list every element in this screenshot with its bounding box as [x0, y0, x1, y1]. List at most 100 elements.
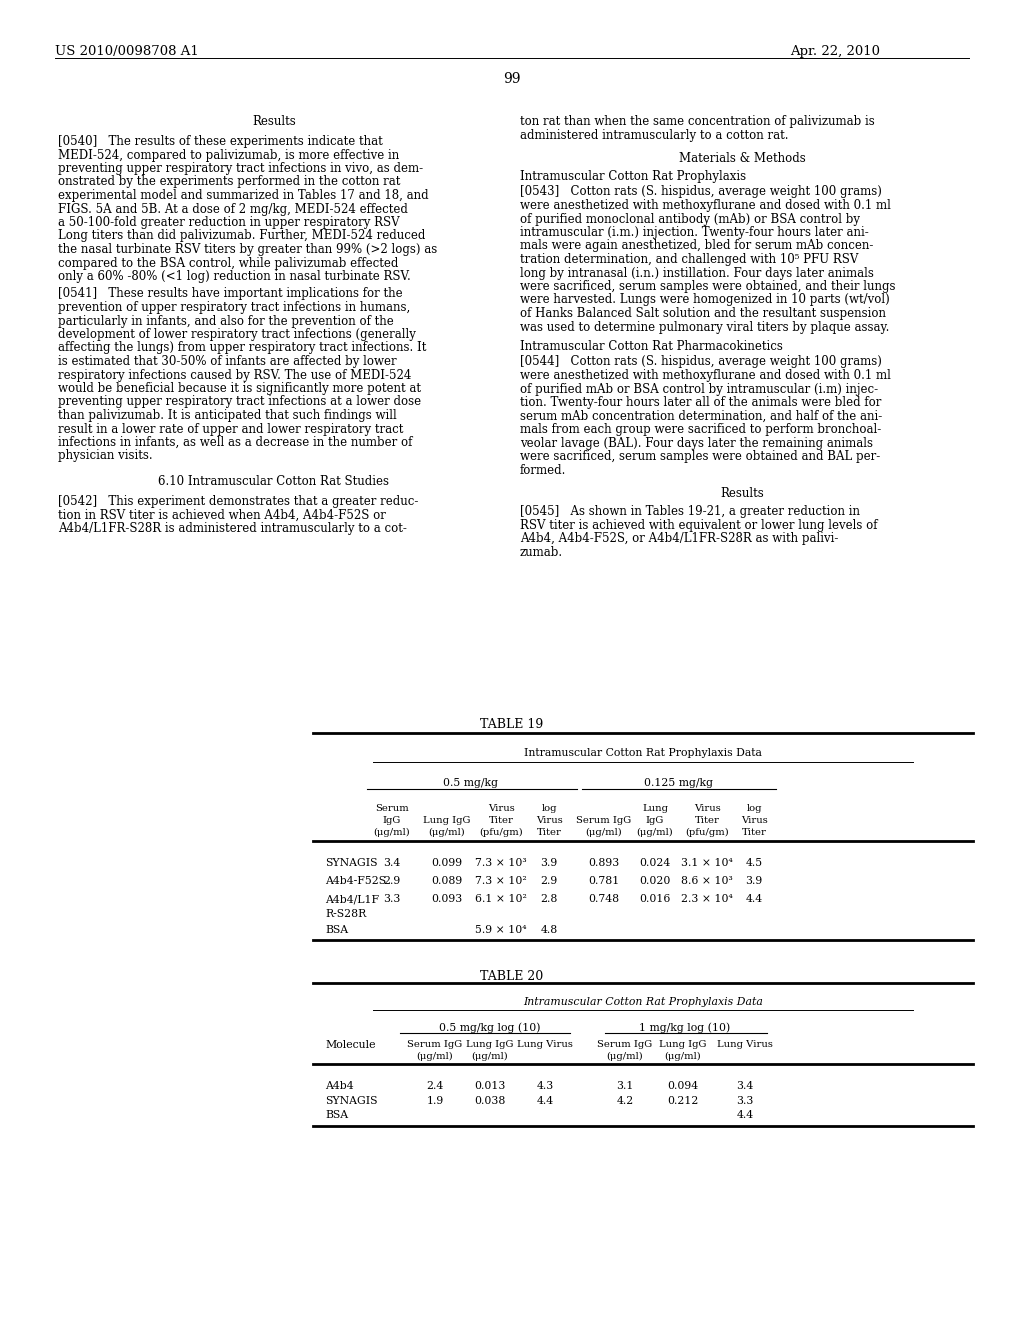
Text: 1.9: 1.9: [426, 1096, 443, 1106]
Text: [0542]   This experiment demonstrates that a greater reduc-: [0542] This experiment demonstrates that…: [58, 495, 419, 508]
Text: R-S28R: R-S28R: [325, 909, 367, 919]
Text: 0.5 mg/kg: 0.5 mg/kg: [443, 777, 498, 788]
Text: 0.024: 0.024: [639, 858, 671, 869]
Text: Intramuscular Cotton Rat Prophylaxis: Intramuscular Cotton Rat Prophylaxis: [520, 170, 746, 183]
Text: 0.089: 0.089: [431, 876, 463, 886]
Text: 4.2: 4.2: [616, 1096, 634, 1106]
Text: 0.020: 0.020: [639, 876, 671, 886]
Text: 1 mg/kg log (10): 1 mg/kg log (10): [639, 1022, 731, 1032]
Text: Lung IgG: Lung IgG: [466, 1040, 514, 1049]
Text: preventing upper respiratory tract infections in vivo, as dem-: preventing upper respiratory tract infec…: [58, 162, 423, 176]
Text: 3.3: 3.3: [736, 1096, 754, 1106]
Text: only a 60% -80% (<1 log) reduction in nasal turbinate RSV.: only a 60% -80% (<1 log) reduction in na…: [58, 271, 411, 282]
Text: (μg/ml): (μg/ml): [417, 1052, 454, 1061]
Text: Lung IgG: Lung IgG: [423, 816, 471, 825]
Text: SYNAGIS: SYNAGIS: [325, 858, 378, 869]
Text: 7.3 × 10³: 7.3 × 10³: [475, 858, 526, 869]
Text: 3.9: 3.9: [745, 876, 763, 886]
Text: mals were again anesthetized, bled for serum mAb concen-: mals were again anesthetized, bled for s…: [520, 239, 873, 252]
Text: (μg/ml): (μg/ml): [374, 828, 411, 837]
Text: (pfu/gm): (pfu/gm): [479, 828, 523, 837]
Text: 4.3: 4.3: [537, 1081, 554, 1092]
Text: Molecule: Molecule: [325, 1040, 376, 1049]
Text: was used to determine pulmonary viral titers by plaque assay.: was used to determine pulmonary viral ti…: [520, 321, 890, 334]
Text: a 50-100-fold greater reduction in upper respiratory RSV: a 50-100-fold greater reduction in upper…: [58, 216, 399, 228]
Text: long by intranasal (i.n.) instillation. Four days later animals: long by intranasal (i.n.) instillation. …: [520, 267, 873, 280]
Text: particularly in infants, and also for the prevention of the: particularly in infants, and also for th…: [58, 314, 394, 327]
Text: [0541]   These results have important implications for the: [0541] These results have important impl…: [58, 288, 402, 301]
Text: of purified mAb or BSA control by intramuscular (i.m) injec-: of purified mAb or BSA control by intram…: [520, 383, 879, 396]
Text: Virus: Virus: [536, 816, 562, 825]
Text: 4.4: 4.4: [537, 1096, 554, 1106]
Text: 7.3 × 10²: 7.3 × 10²: [475, 876, 527, 886]
Text: ton rat than when the same concentration of palivizumab is: ton rat than when the same concentration…: [520, 115, 874, 128]
Text: infections in infants, as well as a decrease in the number of: infections in infants, as well as a decr…: [58, 436, 413, 449]
Text: 99: 99: [503, 73, 521, 86]
Text: Serum IgG: Serum IgG: [597, 1040, 652, 1049]
Text: Titer: Titer: [694, 816, 720, 825]
Text: 4.4: 4.4: [745, 894, 763, 904]
Text: Virus: Virus: [693, 804, 720, 813]
Text: RSV titer is achieved with equivalent or lower lung levels of: RSV titer is achieved with equivalent or…: [520, 519, 878, 532]
Text: prevention of upper respiratory tract infections in humans,: prevention of upper respiratory tract in…: [58, 301, 411, 314]
Text: 0.093: 0.093: [431, 894, 463, 904]
Text: Serum: Serum: [375, 804, 409, 813]
Text: mals from each group were sacrificed to perform bronchoal-: mals from each group were sacrificed to …: [520, 422, 882, 436]
Text: Serum IgG: Serum IgG: [408, 1040, 463, 1049]
Text: were sacrificed, serum samples were obtained, and their lungs: were sacrificed, serum samples were obta…: [520, 280, 896, 293]
Text: (pfu/gm): (pfu/gm): [685, 828, 729, 837]
Text: 2.9: 2.9: [383, 876, 400, 886]
Text: 2.8: 2.8: [541, 894, 558, 904]
Text: 0.125 mg/kg: 0.125 mg/kg: [644, 777, 714, 788]
Text: (μg/ml): (μg/ml): [429, 828, 465, 837]
Text: Apr. 22, 2010: Apr. 22, 2010: [790, 45, 880, 58]
Text: tion. Twenty-four hours later all of the animals were bled for: tion. Twenty-four hours later all of the…: [520, 396, 882, 409]
Text: zumab.: zumab.: [520, 545, 563, 558]
Text: [0540]   The results of these experiments indicate that: [0540] The results of these experiments …: [58, 135, 383, 148]
Text: formed.: formed.: [520, 463, 566, 477]
Text: development of lower respiratory tract infections (generally: development of lower respiratory tract i…: [58, 327, 416, 341]
Text: 3.1: 3.1: [616, 1081, 634, 1092]
Text: Serum IgG: Serum IgG: [577, 816, 632, 825]
Text: 3.3: 3.3: [383, 894, 400, 904]
Text: Lung Virus: Lung Virus: [717, 1040, 773, 1049]
Text: 3.1 × 10⁴: 3.1 × 10⁴: [681, 858, 733, 869]
Text: 2.4: 2.4: [426, 1081, 443, 1092]
Text: is estimated that 30-50% of infants are affected by lower: is estimated that 30-50% of infants are …: [58, 355, 396, 368]
Text: TABLE 19: TABLE 19: [480, 718, 544, 731]
Text: 0.099: 0.099: [431, 858, 463, 869]
Text: Titer: Titer: [537, 828, 561, 837]
Text: 5.9 × 10⁴: 5.9 × 10⁴: [475, 925, 526, 935]
Text: 4.5: 4.5: [745, 858, 763, 869]
Text: Results: Results: [252, 115, 296, 128]
Text: A4b4: A4b4: [325, 1081, 353, 1092]
Text: BSA: BSA: [325, 1110, 348, 1119]
Text: 0.212: 0.212: [668, 1096, 698, 1106]
Text: tion in RSV titer is achieved when A4b4, A4b4-F52S or: tion in RSV titer is achieved when A4b4,…: [58, 508, 386, 521]
Text: experimental model and summarized in Tables 17 and 18, and: experimental model and summarized in Tab…: [58, 189, 429, 202]
Text: 0.893: 0.893: [589, 858, 620, 869]
Text: were anesthetized with methoxyflurane and dosed with 0.1 ml: were anesthetized with methoxyflurane an…: [520, 370, 891, 381]
Text: 2.9: 2.9: [541, 876, 558, 886]
Text: compared to the BSA control, while palivizumab effected: compared to the BSA control, while paliv…: [58, 256, 398, 269]
Text: Intramuscular Cotton Rat Prophylaxis Data: Intramuscular Cotton Rat Prophylaxis Dat…: [524, 748, 762, 758]
Text: 8.6 × 10³: 8.6 × 10³: [681, 876, 733, 886]
Text: IgG: IgG: [383, 816, 401, 825]
Text: of Hanks Balanced Salt solution and the resultant suspension: of Hanks Balanced Salt solution and the …: [520, 308, 886, 319]
Text: 6.10 Intramuscular Cotton Rat Studies: 6.10 Intramuscular Cotton Rat Studies: [159, 475, 389, 488]
Text: onstrated by the experiments performed in the cotton rat: onstrated by the experiments performed i…: [58, 176, 400, 189]
Text: A4b4/L1F: A4b4/L1F: [325, 894, 379, 904]
Text: Intramuscular Cotton Rat Prophylaxis Data: Intramuscular Cotton Rat Prophylaxis Dat…: [523, 997, 763, 1007]
Text: 3.9: 3.9: [541, 858, 558, 869]
Text: log: log: [746, 804, 762, 813]
Text: IgG: IgG: [646, 816, 665, 825]
Text: 0.094: 0.094: [668, 1081, 698, 1092]
Text: 0.013: 0.013: [474, 1081, 506, 1092]
Text: 3.4: 3.4: [383, 858, 400, 869]
Text: MEDI-524, compared to palivizumab, is more effective in: MEDI-524, compared to palivizumab, is mo…: [58, 149, 399, 161]
Text: were anesthetized with methoxyflurane and dosed with 0.1 ml: were anesthetized with methoxyflurane an…: [520, 199, 891, 213]
Text: respiratory infections caused by RSV. The use of MEDI-524: respiratory infections caused by RSV. Th…: [58, 368, 412, 381]
Text: the nasal turbinate RSV titers by greater than 99% (>2 logs) as: the nasal turbinate RSV titers by greate…: [58, 243, 437, 256]
Text: 4.4: 4.4: [736, 1110, 754, 1119]
Text: Virus: Virus: [487, 804, 514, 813]
